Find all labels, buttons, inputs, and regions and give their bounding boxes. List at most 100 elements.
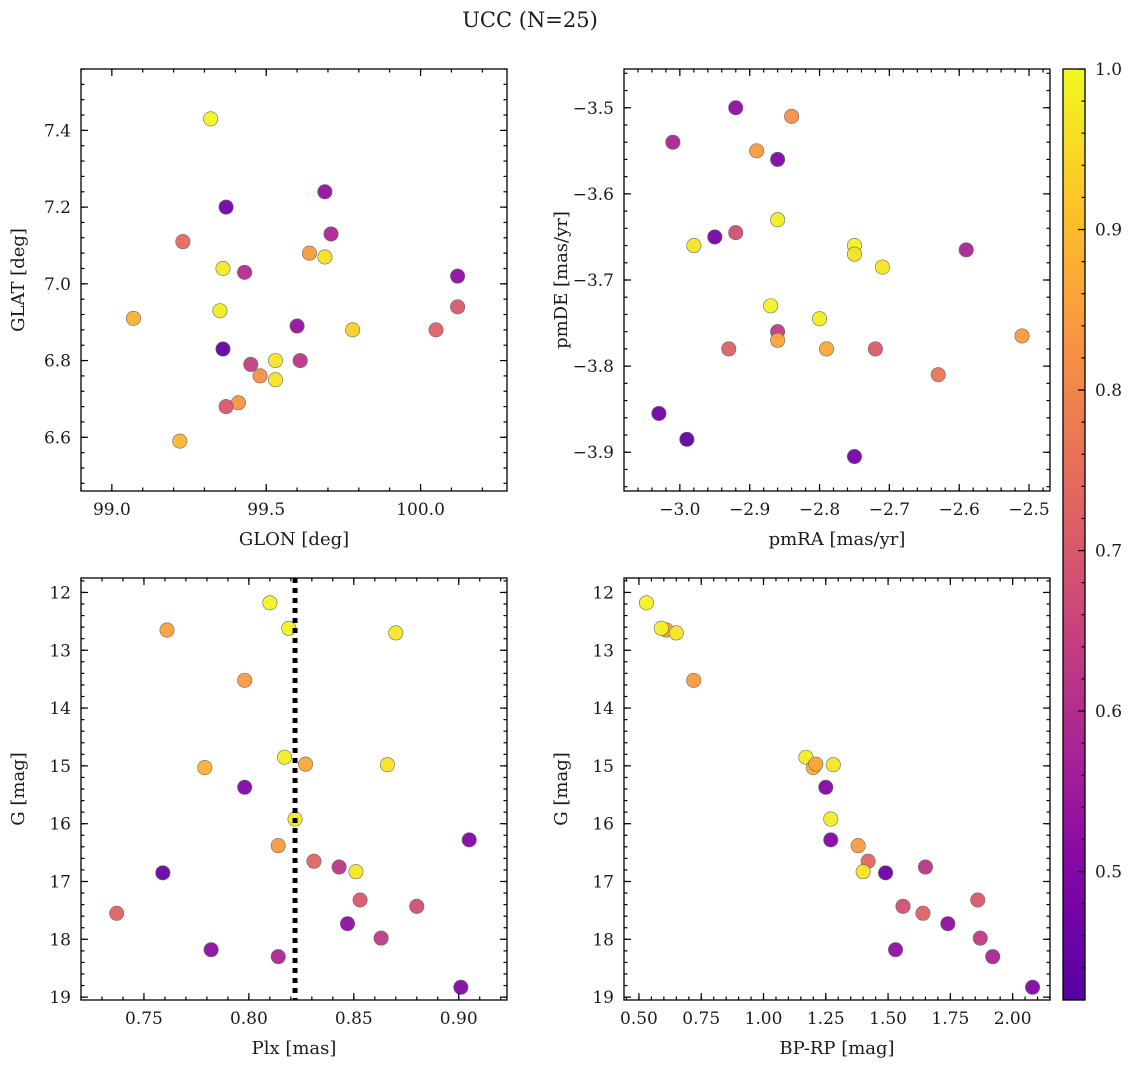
data-point [850,838,866,854]
y-tick-label: 12 [592,583,614,603]
x-tick-label: −2.8 [799,500,840,520]
data-point [707,229,723,245]
data-point [888,942,904,958]
x-tick-label: 100.0 [396,500,445,520]
data-point [317,249,333,265]
axes-frame [80,68,508,492]
data-point [237,264,253,280]
data-point [917,859,933,875]
x-axis-label: BP-RP [mag] [779,1038,894,1059]
data-point [770,332,786,348]
x-tick-label: 0.90 [440,1009,478,1029]
data-point [270,838,286,854]
x-tick-label: −2.7 [869,500,910,520]
y-tick-label: 14 [49,699,71,719]
y-tick-label: 15 [592,757,614,777]
y-tick-label: 13 [49,641,71,661]
colorbar: 0.5 0.6 0.7 0.8 0.9 1.0 [1062,60,1122,1001]
data-point [409,898,425,914]
x-tick-label: 99.0 [93,500,131,520]
data-point [237,779,253,795]
data-point [292,353,308,369]
data-point [215,341,231,357]
data-point [203,111,219,127]
data-point [970,892,986,908]
colorbar-tick-label: 0.8 [1095,381,1122,401]
data-point [155,865,171,881]
data-point [668,625,684,641]
y-tick-label: 7.4 [44,121,71,141]
data-point [450,299,466,315]
colorbar-tick-label: 0.7 [1095,542,1122,562]
data-point [972,930,988,946]
colorbar-gradient [1063,69,1085,1000]
data-point [784,108,800,124]
x-tick-label: 0.80 [230,1009,268,1029]
data-point [867,341,883,357]
data-point [638,595,654,611]
x-tick-label: 1.25 [807,1009,845,1029]
panel-pmra-pmde: −3.0 −2.9 −2.8 −2.7 −2.6 −2.5 −3.9 −3.8 −3.7 −3.6… [551,68,1051,550]
data-point [878,865,894,881]
figure-title: UCC (N=25) [462,8,598,32]
panel-bprp-g: 0.50 0.75 1.00 1.25 1.50 1.75 2.00 12 13 14 15 16 17… [551,577,1051,1059]
data-point [721,341,737,357]
colorbar-tick-label: 0.9 [1095,221,1122,241]
y-tick-label: 6.8 [44,352,71,372]
y-tick-label: −3.9 [573,443,614,463]
y-tick-label: 16 [49,815,71,835]
data-point [262,595,278,611]
x-tick-label: 1.00 [745,1009,783,1029]
data-point [267,353,283,369]
data-point [373,930,389,946]
data-point [930,367,946,383]
data-point [958,242,974,258]
x-tick-label: −2.6 [939,500,980,520]
data-point [1025,979,1041,995]
data-point [461,832,477,848]
data-point [218,199,234,215]
data-point [985,949,1001,965]
data-point [348,864,364,880]
data-point [665,134,681,150]
y-axis-label: G [mag] [8,752,29,825]
data-point [388,625,404,641]
x-axis-label: GLON [deg] [239,529,349,550]
data-point [728,225,744,241]
data-point [203,942,219,958]
y-axis-label: G [mag] [551,752,572,825]
data-point [823,811,839,827]
y-axis-label: pmDE [mas/yr] [551,211,572,349]
y-tick-label: 17 [592,872,614,892]
x-axis-label: pmRA [mas/yr] [769,529,906,550]
y-tick-label: 16 [592,815,614,835]
y-tick-label: 7.0 [44,275,71,295]
data-point [340,916,356,932]
y-tick-label: 14 [592,699,614,719]
x-tick-label: 1.50 [869,1009,907,1029]
y-tick-label: 7.2 [44,198,71,218]
y-tick-label: −3.6 [573,185,614,205]
data-point [846,246,862,262]
data-point [175,234,191,250]
data-point [109,905,125,921]
x-tick-label: −3.0 [659,500,700,520]
data-point [812,311,828,327]
data-point [306,853,322,869]
y-tick-label: −3.5 [573,99,614,119]
y-tick-label: 18 [49,930,71,950]
data-point [770,151,786,167]
y-tick-label: 13 [592,641,614,661]
y-tick-label: 19 [49,988,71,1008]
data-point [345,322,361,338]
data-point [825,757,841,773]
data-point [749,143,765,159]
x-tick-label: 2.00 [994,1009,1032,1029]
data-point [323,226,339,242]
x-axis-label: Plx [mas] [252,1038,337,1059]
data-point [301,245,317,261]
data-point [686,672,702,688]
y-tick-label: 12 [49,583,71,603]
data-point [763,298,779,314]
data-point [289,318,305,334]
